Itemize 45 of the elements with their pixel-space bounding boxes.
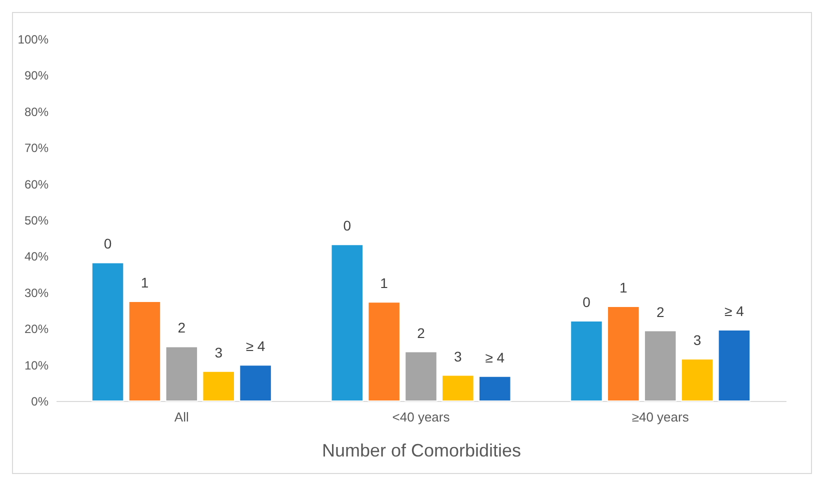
y-tick-label: 30% [24, 286, 49, 300]
text: 1 [620, 280, 628, 296]
bar [442, 374, 474, 402]
bar [607, 306, 640, 402]
y-tick-label: 20% [24, 322, 49, 336]
x-tick-label: ≥40 years [632, 410, 690, 424]
text: 2 [656, 304, 664, 320]
bar [165, 346, 198, 402]
bar [718, 330, 751, 402]
text: 1 [380, 275, 388, 292]
series-label: 2 [178, 320, 186, 336]
text: 3 [454, 348, 462, 364]
y-tick-label: 0% [31, 394, 49, 408]
y-tick-label: 80% [24, 104, 49, 119]
x-axis-title: Number of Comorbidities [322, 440, 522, 460]
text: 3 [693, 332, 702, 348]
series-label: 3 [214, 344, 223, 360]
y-tick-label: 50% [24, 214, 49, 228]
bar [368, 302, 400, 402]
y-tick-label: 100% [18, 32, 49, 46]
bar [330, 244, 364, 402]
bar [680, 358, 714, 402]
y-tick-label: 70% [24, 141, 49, 156]
bar [404, 351, 438, 402]
text: 0 [343, 218, 352, 234]
series-label: ≥ 4 [246, 338, 266, 354]
bar [644, 330, 677, 402]
y-tick-label: 10% [24, 358, 49, 372]
y-tick-label: 90% [24, 68, 49, 83]
bar [128, 300, 162, 402]
text: ≥ 4 [724, 303, 744, 320]
y-tick-label: 60% [24, 177, 49, 192]
bar [570, 320, 603, 402]
text: ≥ 4 [485, 349, 505, 366]
text: 2 [417, 324, 425, 341]
bar [478, 376, 512, 402]
bar [239, 364, 272, 402]
text: 0 [582, 294, 590, 310]
series-label: 1 [140, 274, 149, 290]
bar [91, 262, 124, 402]
y-tick-label: 40% [24, 250, 49, 264]
bar [202, 370, 235, 402]
x-tick-label: All [174, 410, 189, 424]
series-label: 0 [104, 236, 112, 252]
x-tick-label: <40 years [392, 410, 450, 424]
